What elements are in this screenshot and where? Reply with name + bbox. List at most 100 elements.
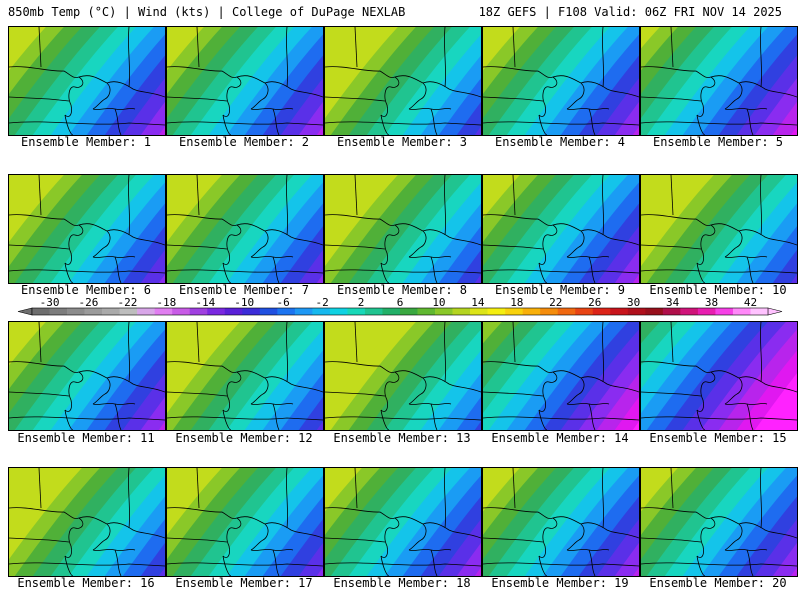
ensemble-member-label: Ensemble Member: 15 xyxy=(649,431,787,445)
ensemble-member-label: Ensemble Member: 17 xyxy=(175,576,313,590)
colorbar-swatch xyxy=(750,308,769,315)
ensemble-member-label: Ensemble Member: 12 xyxy=(175,431,313,445)
colorbar-swatch xyxy=(452,308,471,315)
temperature-map xyxy=(167,468,323,576)
colorbar-tick-label: 34 xyxy=(666,296,680,309)
colorbar-tick-label: -22 xyxy=(117,296,137,309)
colorbar-tick-label: -2 xyxy=(315,296,328,309)
colorbar-swatch xyxy=(592,308,611,315)
ensemble-member-label: Ensemble Member: 2 xyxy=(178,135,310,149)
colorbar-swatch xyxy=(67,308,85,315)
colorbar-tick-label: -26 xyxy=(79,296,99,309)
temperature-map xyxy=(167,322,323,430)
ensemble-map-panel xyxy=(166,26,324,136)
ensemble-map-panel xyxy=(324,321,482,431)
colorbar-swatch xyxy=(49,308,68,315)
colorbar-swatch xyxy=(417,308,436,315)
colorbar-tick-label: -18 xyxy=(156,296,176,309)
temperature-map xyxy=(9,322,165,430)
colorbar-swatch xyxy=(329,308,348,315)
colorbar-swatch xyxy=(119,308,138,315)
temperature-map xyxy=(641,468,797,576)
ensemble-member-label: Ensemble Member: 20 xyxy=(649,576,787,590)
temperature-map xyxy=(641,322,797,430)
temperature-map xyxy=(167,27,323,135)
ensemble-map-panel xyxy=(8,321,166,431)
ensemble-member-label: Ensemble Member: 8 xyxy=(336,283,468,297)
colorbar-tick-label: 26 xyxy=(588,296,601,309)
colorbar-swatch xyxy=(575,308,594,315)
colorbar-swatch xyxy=(645,308,664,315)
colorbar-swatch xyxy=(242,308,261,315)
ensemble-member-label: Ensemble Member: 14 xyxy=(491,431,629,445)
ensemble-map-panel xyxy=(640,174,798,284)
ensemble-member-label: Ensemble Member: 13 xyxy=(333,431,471,445)
temperature-map xyxy=(483,468,639,576)
colorbar-swatch xyxy=(382,308,401,315)
colorbar-tick-label: 18 xyxy=(510,296,523,309)
temperature-map xyxy=(325,27,481,135)
ensemble-map-panel xyxy=(8,467,166,577)
colorbar-swatch xyxy=(522,308,541,315)
ensemble-member-label: Ensemble Member: 4 xyxy=(494,135,626,149)
ensemble-map-panel xyxy=(166,321,324,431)
colorbar-swatch xyxy=(505,308,523,315)
ensemble-member-label: Ensemble Member: 6 xyxy=(20,283,152,297)
ensemble-member-label: Ensemble Member: 3 xyxy=(336,135,468,149)
ensemble-map-panel xyxy=(8,26,166,136)
colorbar-swatch xyxy=(294,308,313,315)
map-title: 850mb Temp (°C) | Wind (kts) | College o… xyxy=(8,5,406,19)
colorbar-tick-label: 14 xyxy=(471,296,485,309)
colorbar-tick-label: -30 xyxy=(40,296,60,309)
ensemble-member-label: Ensemble Member: 7 xyxy=(178,283,310,297)
temperature-map xyxy=(9,27,165,135)
temperature-map xyxy=(325,468,481,576)
temperature-map xyxy=(483,175,639,283)
ensemble-map-panel xyxy=(482,321,640,431)
colorbar-tick-label: 10 xyxy=(432,296,445,309)
colorbar-swatch xyxy=(627,308,646,315)
ensemble-map-panel xyxy=(324,174,482,284)
ensemble-map-panel xyxy=(8,174,166,284)
colorbar-swatch xyxy=(102,308,120,315)
colorbar-swatch xyxy=(715,308,734,315)
colorbar-swatch xyxy=(312,308,331,315)
colorbar-swatch xyxy=(610,308,629,315)
temperature-map xyxy=(483,27,639,135)
ensemble-member-label: Ensemble Member: 9 xyxy=(494,283,626,297)
colorbar-tick-label: -10 xyxy=(234,296,254,309)
colorbar-arrow-right xyxy=(767,307,783,316)
colorbar-tick-label: 30 xyxy=(627,296,640,309)
colorbar-tick-label: -14 xyxy=(195,296,215,309)
colorbar-swatch xyxy=(224,308,243,315)
colorbar-swatch xyxy=(207,308,226,315)
ensemble-member-label: Ensemble Member: 5 xyxy=(652,135,784,149)
colorbar-swatch xyxy=(487,308,506,315)
ensemble-map-panel xyxy=(482,174,640,284)
colorbar-tick-label: 2 xyxy=(358,296,365,309)
colorbar-swatch xyxy=(189,308,208,315)
colorbar-tick-label: 6 xyxy=(397,296,404,309)
ensemble-map-panel xyxy=(324,26,482,136)
colorbar-swatch xyxy=(137,308,155,315)
ensemble-map-panel xyxy=(324,467,482,577)
ensemble-map-panel xyxy=(640,321,798,431)
colorbar-swatch xyxy=(347,308,366,315)
colorbar-swatch xyxy=(172,308,191,315)
ensemble-member-label: Ensemble Member: 16 xyxy=(17,576,155,590)
temperature-map xyxy=(641,175,797,283)
colorbar-swatch xyxy=(540,308,559,315)
colorbar-arrow-left xyxy=(17,307,33,316)
ensemble-map-panel xyxy=(166,174,324,284)
colorbar-swatch xyxy=(364,308,383,315)
colorbar-swatch xyxy=(277,308,296,315)
colorbar-swatch xyxy=(732,308,751,315)
temperature-map xyxy=(483,322,639,430)
colorbar-swatch xyxy=(154,308,173,315)
temperature-map xyxy=(167,175,323,283)
model-run-valid-time: 18Z GEFS | F108 Valid: 06Z FRI NOV 14 20… xyxy=(478,5,782,19)
colorbar-swatch xyxy=(470,308,488,315)
ensemble-member-label: Ensemble Member: 1 xyxy=(20,135,152,149)
ensemble-member-label: Ensemble Member: 10 xyxy=(649,283,787,297)
ensemble-member-label: Ensemble Member: 19 xyxy=(491,576,629,590)
